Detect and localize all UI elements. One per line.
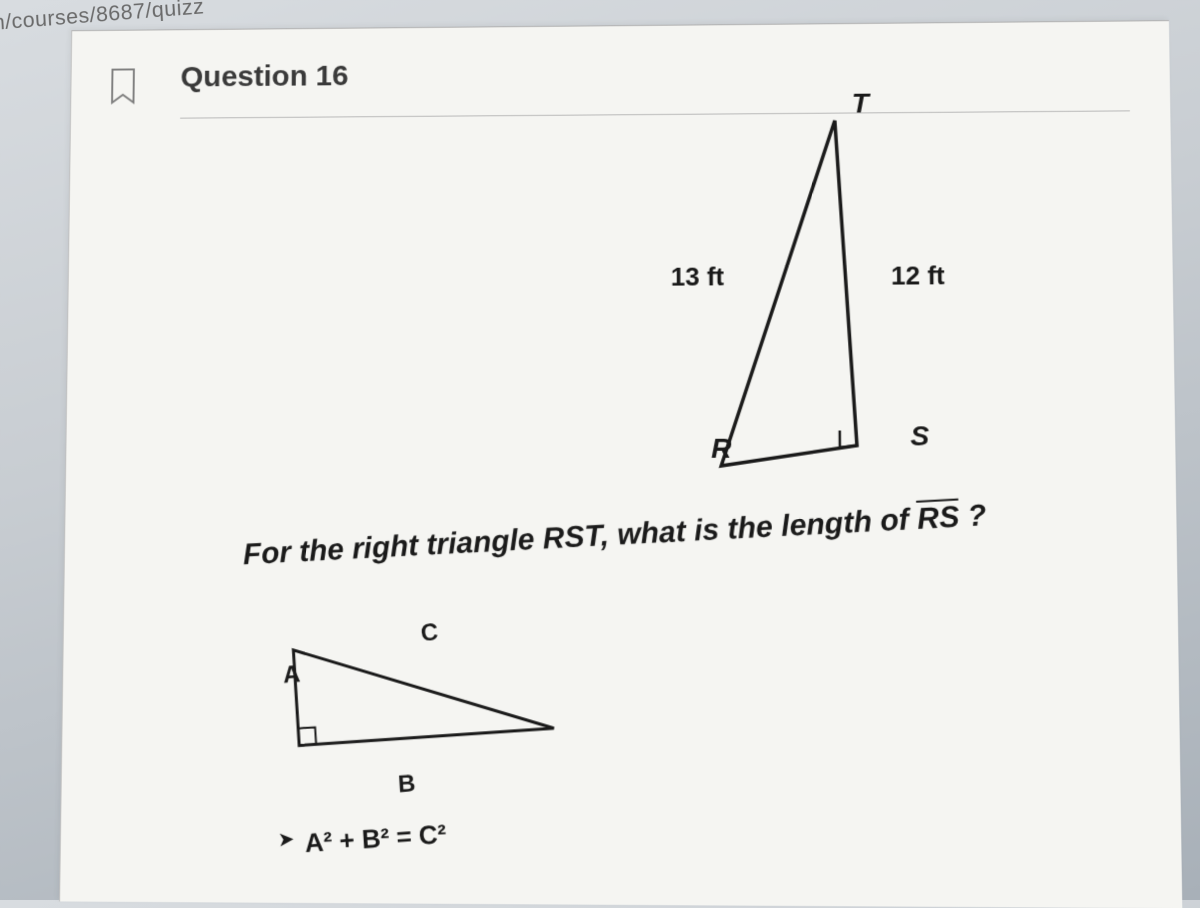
- segment-rs: RS: [916, 500, 960, 535]
- right-angle-marker-abc: [298, 727, 316, 745]
- side-label-a: A: [282, 661, 301, 690]
- question-text: For the right triangle RST, what is the …: [242, 487, 1136, 576]
- question-suffix: ?: [958, 499, 987, 534]
- side-label-hypotenuse: 13 ft: [671, 262, 724, 293]
- bookmark-icon[interactable]: [108, 67, 138, 104]
- vertex-label-t: T: [852, 88, 869, 120]
- side-label-vertical: 12 ft: [891, 260, 945, 291]
- divider-line: [180, 110, 1130, 118]
- question-prefix: For the right triangle RST, what is the …: [242, 503, 918, 572]
- pythagorean-formula: A² + B² = C²: [304, 818, 448, 859]
- question-header: Question 16: [180, 60, 348, 95]
- triangle-rst-shape: [720, 120, 857, 465]
- vertex-label-s: S: [910, 420, 929, 452]
- vertex-label-r: R: [711, 433, 731, 465]
- question-panel: Question 16 T R S 13 ft 12 ft For the ri…: [59, 20, 1182, 908]
- cursor-icon: ➤: [277, 826, 295, 852]
- side-label-b: B: [397, 770, 416, 799]
- side-label-c: C: [420, 619, 439, 648]
- triangle-abc-shape: [293, 633, 554, 746]
